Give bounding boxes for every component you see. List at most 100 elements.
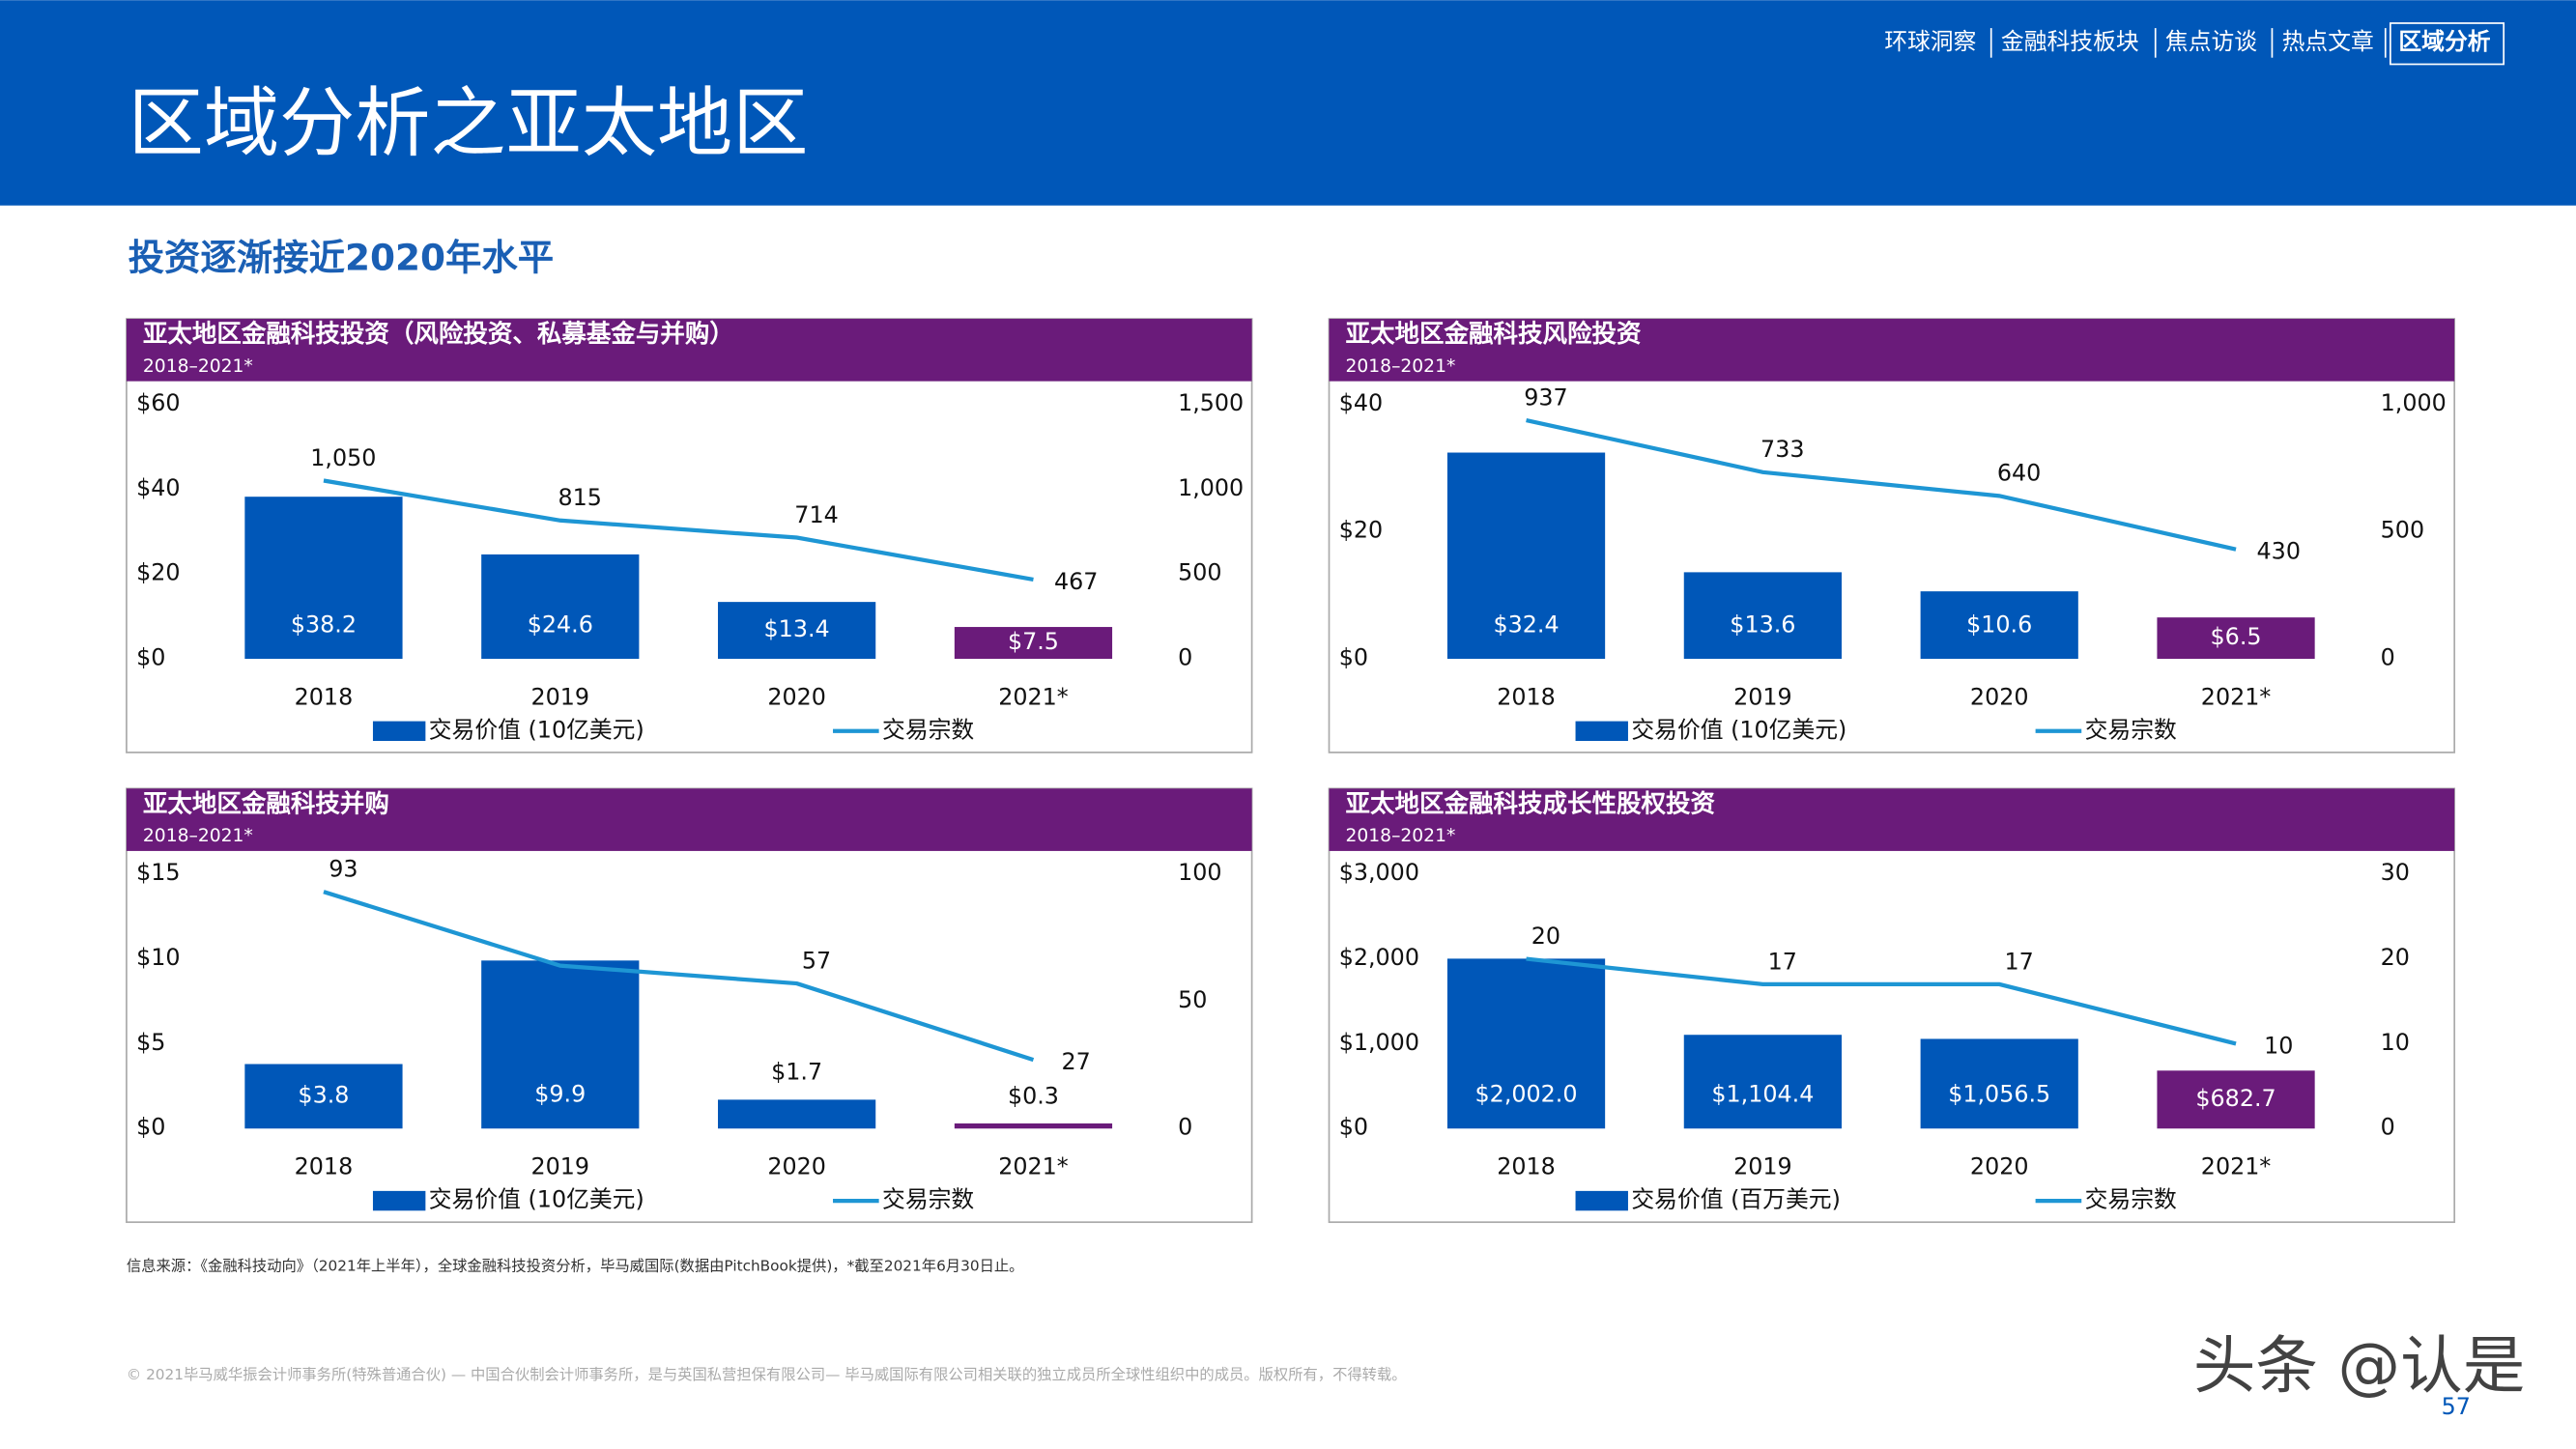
chart-subtitle: 2018–2021* [143,826,253,846]
bar-value-label: $7.5 [1008,628,1059,655]
bar-value-label: $682.7 [2195,1085,2275,1112]
bar [1446,452,1606,659]
line-series [323,890,1035,1063]
x-tick-label: 2018 [295,683,354,710]
line-value-label: 430 [2257,538,2301,565]
header-band [0,0,2576,206]
nav-item-active[interactable]: 区域分析 [2398,28,2490,55]
panel-title-band [126,319,1252,382]
nav-item[interactable]: 金融科技板块 [2001,28,2139,55]
line-value-label: 17 [2004,948,2033,975]
x-tick-label: 2018 [1497,1153,1556,1180]
x-tick-label: 2020 [1970,1153,2029,1180]
bar [1683,1035,1842,1129]
legend-label: 交易价值 (10亿美元) [429,716,644,743]
y2-tick-label: 30 [2381,859,2410,886]
bar [244,1064,403,1129]
line-value-label: 27 [1062,1048,1091,1075]
bar-value-label: $13.4 [764,615,830,642]
y2-tick-label: 0 [2381,1114,2395,1141]
legend-label: 交易价值 (10亿美元) [1631,716,1846,743]
legend-label: 交易宗数 [2085,716,2177,743]
y2-tick-label: 500 [1178,559,1221,586]
bar-value-label: $0.3 [1008,1082,1059,1109]
legend-label: 交易宗数 [882,716,974,743]
y2-tick-label: 50 [1178,986,1207,1013]
x-tick-label: 2019 [531,1153,590,1180]
chart-title: 亚太地区金融科技投资（风险投资、私募基金与并购） [143,320,734,349]
page-number: 57 [2442,1393,2471,1420]
chart-title: 亚太地区金融科技成长性股权投资 [1346,789,1716,818]
bar-value-label: $1,056.5 [1948,1081,2050,1108]
legend-swatch [372,721,426,742]
x-tick-label: 2021* [2201,1153,2272,1180]
legend-label: 交易宗数 [882,1186,974,1213]
panel-title-band [1329,319,2455,382]
y-tick-label: $20 [1339,517,1383,544]
section-heading: 投资逐渐接近2020年水平 [129,236,555,278]
line-series [323,478,1034,582]
line-value-label: 57 [802,947,831,974]
y-tick-label: $0 [136,643,165,670]
y-tick-label: $10 [136,944,180,971]
y2-tick-label: 1,000 [2381,389,2447,416]
bar [2157,1070,2315,1129]
y2-tick-label: 0 [1178,643,1192,670]
page-title: 区域分析之亚太地区 [129,79,809,167]
y2-tick-label: 0 [2381,643,2395,670]
bar-value-label: $3.8 [298,1081,349,1108]
footer-copyright: © 2021毕马威华振会计师事务所(特殊普通合伙) — 中国合伙制会计师事务所，… [127,1366,1407,1383]
line-value-label: 714 [794,501,838,528]
bar [718,1099,876,1129]
line-value-label: 640 [1997,460,2041,487]
legend-label: 交易价值 (百万美元) [1631,1186,1841,1213]
y-tick-label: $60 [136,389,180,416]
y-tick-label: $0 [136,1114,165,1141]
x-tick-label: 2019 [1733,683,1792,710]
x-tick-label: 2018 [1497,683,1556,710]
bar-value-label: $10.6 [1966,611,2032,638]
bar-value-label: $1.7 [771,1059,822,1086]
x-tick-label: 2021* [998,683,1069,710]
nav-item[interactable]: 环球洞察 [1884,28,1976,55]
y-tick-label: $40 [136,474,180,501]
chart-subtitle: 2018–2021* [1346,356,1456,377]
chart-subtitle: 2018–2021* [143,356,253,377]
nav-item[interactable]: 焦点访谈 [2165,28,2257,55]
bar [2157,617,2315,659]
bar [1920,1038,2078,1129]
line-value-label: 10 [2264,1032,2293,1059]
bar [954,1122,1113,1129]
bar [718,602,876,659]
bar [954,627,1113,659]
y2-tick-label: 10 [2381,1029,2410,1056]
bar-value-label: $9.9 [534,1081,586,1108]
bar-value-label: $1,104.4 [1711,1081,1814,1108]
bar [1683,572,1842,659]
chart-panel: 亚太地区金融科技并购 2018–2021* $0 $5 $10 $15 0 50 100 2018… [126,787,1253,1224]
y-tick-label: $40 [1339,389,1383,416]
chart-title: 亚太地区金融科技并购 [143,789,389,818]
y-tick-label: $2,000 [1339,944,1419,971]
bar-value-label: $2,002.0 [1475,1081,1578,1108]
chart-title: 亚太地区金融科技风险投资 [1346,320,1643,349]
line-value-label: 20 [1531,923,1560,950]
panel-border [126,787,1253,1224]
line-value-label: 733 [1760,436,1804,463]
legend-swatch [372,1190,426,1211]
chart-panel: 亚太地区金融科技风险投资 2018–2021* $0 $20 $40 0 500 1,000 2… [1328,318,2456,753]
y-tick-label: $5 [136,1029,165,1056]
bar-value-label: $24.6 [528,611,593,638]
line-series [1526,417,2237,552]
nav-item[interactable]: 热点文章 [2282,28,2374,55]
chart-subtitle: 2018–2021* [1346,826,1456,846]
y-tick-label: $0 [1339,1114,1368,1141]
y2-tick-label: 20 [2381,944,2410,971]
legend-label: 交易价值 (10亿美元) [429,1186,644,1213]
y2-tick-label: 0 [1178,1114,1192,1141]
y-tick-label: $1,000 [1339,1029,1419,1056]
bar-value-label: $32.4 [1493,611,1559,638]
line-value-label: 1,050 [310,444,376,471]
panel-title-band [1329,788,2455,851]
